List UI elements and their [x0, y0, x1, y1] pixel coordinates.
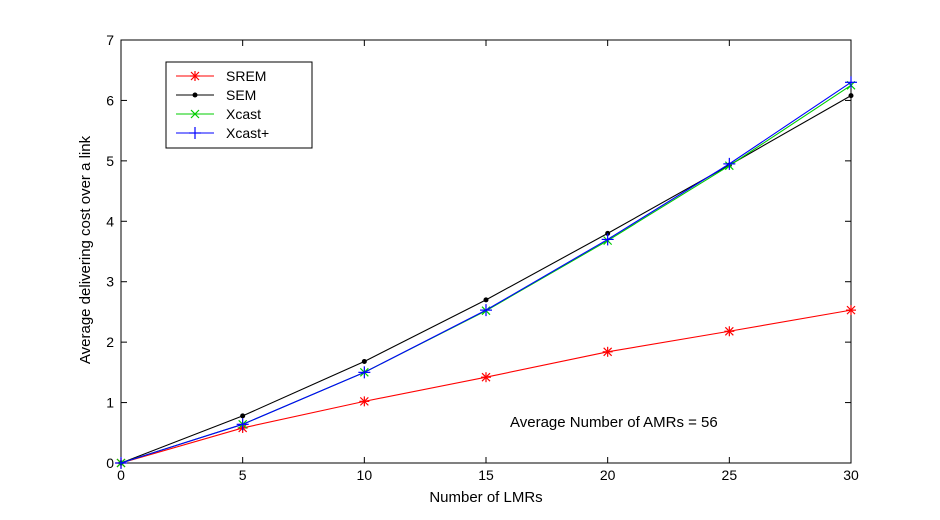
- point-sem-3: [483, 297, 489, 303]
- legend-label-srem: SREM: [226, 68, 266, 84]
- y-tick-label-5: 5: [106, 153, 114, 169]
- series-layer: [115, 76, 857, 469]
- point-xcast-2: [358, 366, 371, 379]
- point-srem-5: [724, 326, 735, 337]
- legend-marker-srem: [190, 71, 200, 81]
- x-tick-label-6: 30: [843, 467, 859, 483]
- point-sem-4: [605, 230, 611, 236]
- point-srem-2: [359, 396, 370, 407]
- legend: SREM SEM Xcast Xcast+: [165, 61, 313, 149]
- legend-label-xcast: Xcast+: [226, 125, 269, 141]
- point-srem-3: [481, 372, 491, 383]
- y-tick-label-2: 2: [106, 334, 114, 350]
- point-xcast-6: [845, 76, 857, 89]
- legend-label-xcast: Xcast: [226, 106, 261, 122]
- y-tick-label-7: 7: [106, 32, 114, 48]
- point-xcast-4: [601, 233, 614, 246]
- legend-marker-xcast: [189, 127, 201, 139]
- point-srem-6: [846, 305, 856, 316]
- point-sem-6: [848, 93, 854, 99]
- y-tick-label-3: 3: [106, 274, 114, 290]
- x-tick-label-0: 0: [117, 467, 125, 483]
- legend-label-sem: SEM: [226, 87, 256, 103]
- point-srem-4: [602, 346, 613, 357]
- legend-marker-xcast: [190, 109, 200, 119]
- y-tick-label-4: 4: [106, 213, 114, 229]
- axis-ticks: 0 5 10 15 20 25 30 0 1 2 3 4 5 6 7: [106, 32, 859, 483]
- legend-items: SREM SEM Xcast Xcast+: [176, 68, 269, 141]
- point-sem-1: [240, 413, 246, 419]
- y-tick-label-0: 0: [106, 455, 114, 471]
- x-tick-label-3: 15: [478, 467, 494, 483]
- legend-marker-sem: [192, 92, 198, 98]
- x-tick-label-4: 20: [600, 467, 616, 483]
- x-tick-label-5: 25: [722, 467, 738, 483]
- annotation-amr-count: Average Number of AMRs = 56: [510, 414, 718, 431]
- point-xcast-5: [723, 157, 736, 170]
- y-axis-title: Average delivering cost over a link: [77, 135, 94, 364]
- y-tick-label-1: 1: [106, 395, 114, 411]
- x-tick-label-1: 5: [239, 467, 247, 483]
- x-tick-label-2: 10: [357, 467, 373, 483]
- point-xcast-0: [115, 457, 127, 469]
- point-xcast-1: [236, 418, 249, 431]
- y-tick-label-6: 6: [106, 92, 114, 108]
- x-axis-title: Number of LMRs: [429, 489, 542, 506]
- point-sem-2: [361, 358, 367, 364]
- point-xcast-3: [480, 304, 492, 317]
